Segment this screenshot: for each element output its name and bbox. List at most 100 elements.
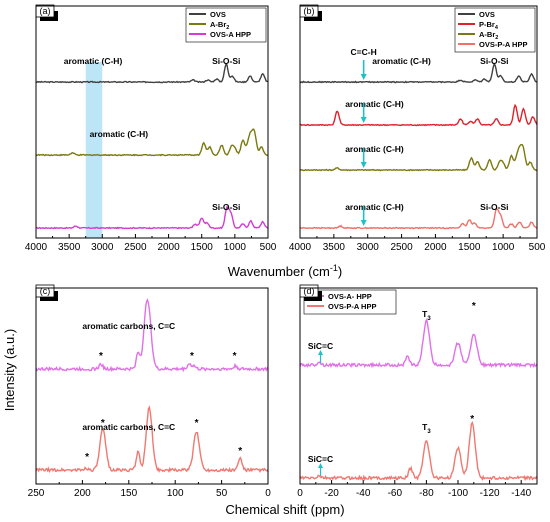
- x-tick-label: 2500: [390, 242, 413, 253]
- annotation-label: Si-O-Si: [480, 202, 508, 212]
- legend-subscript: 4: [495, 25, 499, 31]
- x-tick-label: 3000: [91, 242, 114, 253]
- annotation-label: Si-O-Si: [480, 56, 508, 66]
- arrow-head-icon: [360, 220, 367, 226]
- x-tick-label: 2000: [157, 242, 180, 253]
- x-tick-label: -100: [448, 488, 468, 499]
- arrow-head-icon: [318, 350, 324, 355]
- legend-label: OVS-A HPP: [210, 30, 251, 39]
- series-line-ovs: [299, 62, 537, 84]
- panel-letter-shadow: [304, 297, 322, 301]
- x-tick-label: 1500: [191, 242, 214, 253]
- annotation-label: T3: [422, 422, 431, 435]
- x-tick-label: 500: [529, 242, 546, 253]
- annotation-label: aromatic carbons, C=C: [82, 321, 175, 331]
- panel-letter: (a): [40, 6, 51, 16]
- series-line-ovs-p-a-hpp: [299, 421, 538, 482]
- panel-letter-shadow: [40, 17, 58, 21]
- annotation-label: T3: [422, 309, 431, 322]
- series-line-ovs-a-hpp: [35, 298, 269, 373]
- x-tick-label: -20: [324, 488, 339, 499]
- x-tick-label: 0: [265, 488, 271, 499]
- x-tick-label: 500: [260, 242, 277, 253]
- legend-label: A-Br2: [210, 20, 229, 31]
- panel-letter-shadow: [318, 11, 322, 19]
- panel-letter-shadow: [40, 297, 58, 301]
- annotation-label: SiC=C: [308, 454, 333, 464]
- highlight-band: [85, 62, 103, 238]
- peak-star: *: [85, 452, 89, 463]
- x-tick-label: -140: [511, 488, 531, 499]
- legend-label: OVS-P-A HPP: [328, 302, 376, 311]
- x-tick-label: 0: [297, 488, 303, 499]
- peak-star: *: [470, 414, 474, 425]
- legend-label: P-Br4: [479, 20, 499, 31]
- x-tick-label: 250: [28, 488, 45, 499]
- annotation-label: aromatic (C-H): [345, 144, 404, 154]
- annotation-label: aromatic (C-H): [345, 202, 404, 212]
- legend-label: A-Br2: [479, 30, 498, 41]
- annotation-label: C=C-H: [351, 47, 377, 57]
- series-line-ovs-a-hpp: [299, 317, 538, 369]
- peak-star: *: [190, 351, 194, 362]
- arrow-head-icon: [360, 74, 367, 80]
- legend-label: OVS: [210, 10, 226, 19]
- legend-label: OVS: [479, 10, 495, 19]
- annotation-label: aromatic (C-H): [372, 56, 431, 66]
- annotation-subscript: 3: [427, 429, 431, 435]
- peak-star: *: [195, 418, 199, 429]
- x-tick-label: 1000: [224, 242, 247, 253]
- peak-star: *: [238, 446, 242, 457]
- panel-letter-shadow: [54, 291, 58, 299]
- annotation-label: aromatic carbons, C=C: [82, 422, 175, 432]
- annotation-label: Si-O-Si: [212, 202, 240, 212]
- arrow-head-icon: [360, 162, 367, 168]
- x-tick-label: 4000: [25, 242, 48, 253]
- series-line-a-br2: [299, 143, 538, 172]
- x-tick-label: 50: [216, 488, 228, 499]
- x-tick-label: 3500: [58, 242, 81, 253]
- panel-c: aromatic carbons, C=C aromatic carbons, C…: [28, 284, 271, 499]
- annotation-label: aromatic (C-H): [345, 99, 404, 109]
- x-tick-label: 2000: [424, 242, 447, 253]
- peak-star: *: [472, 301, 476, 312]
- top-x-axis-label: Wavenumber (cm-1): [228, 263, 342, 279]
- annotation-subscript: 3: [427, 316, 431, 322]
- panel-letter: (c): [40, 286, 51, 296]
- arrow-head-icon: [360, 117, 367, 123]
- bottom-x-axis-label: Chemical shift (ppm): [225, 502, 344, 517]
- panel-letter-shadow: [304, 17, 322, 21]
- series-line-ovs-a-hpp: [36, 205, 269, 230]
- annotation-label: aromatic (C-H): [90, 129, 149, 139]
- series-line-ovs-p-a-hpp: [299, 208, 538, 230]
- x-tick-label: 2500: [124, 242, 147, 253]
- axes-frame: [35, 287, 269, 485]
- legend-subscript: 2: [226, 25, 229, 31]
- panel-letter: (d): [304, 286, 315, 296]
- panel-letter-shadow: [318, 291, 322, 299]
- x-tick-label: 200: [74, 488, 91, 499]
- x-tick-label: 4000: [289, 242, 312, 253]
- x-tick-label: -60: [388, 488, 403, 499]
- x-tick-label: 3000: [357, 242, 380, 253]
- x-tick-label: 150: [120, 488, 137, 499]
- annotation-label: Si-O-Si: [212, 56, 240, 66]
- legend-label: OVS-A- HPP: [328, 292, 372, 301]
- peak-star: *: [99, 351, 103, 362]
- panel-letter-shadow: [54, 11, 58, 19]
- series-line-a-br2: [35, 128, 269, 157]
- x-tick-label: -120: [480, 488, 500, 499]
- legend-subscript: 2: [495, 35, 498, 41]
- panel-a: aromatic (C-H) Si-O-Si aromatic (C-H) Si-O-…: [25, 4, 277, 253]
- series-line-p-br4: [299, 103, 538, 127]
- series-line-ovs: [35, 62, 269, 84]
- axes-frame: [299, 287, 538, 485]
- annotation-label: aromatic (C-H): [64, 56, 123, 66]
- y-axis-label: Intensity (a.u.): [2, 329, 17, 411]
- arrow-head-icon: [318, 463, 324, 468]
- x-tick-label: -40: [356, 488, 371, 499]
- legend-label: OVS-P-A HPP: [479, 40, 527, 49]
